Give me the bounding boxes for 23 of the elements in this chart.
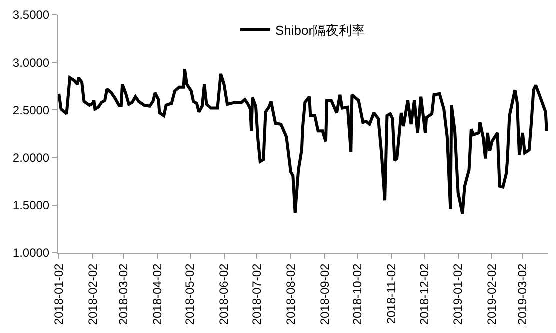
x-tick-label: 2018-12-02 (417, 263, 432, 326)
x-tick-label: 2018-05-02 (183, 263, 198, 326)
x-tick-label: 2019-03-02 (516, 263, 530, 326)
x-tick-label: 2019-01-02 (451, 263, 466, 326)
x-tick-label: 2018-02-02 (86, 263, 100, 326)
x-tick-label: 2019-02-02 (485, 263, 500, 326)
x-tick-label: 2018-10-02 (350, 263, 365, 326)
x-tick-label: 2018-11-02 (384, 263, 398, 324)
x-tick-label: 2018-08-02 (284, 263, 298, 326)
legend-label: Shibor隔夜利率 (276, 23, 366, 38)
y-tick-label: 2.5000 (12, 103, 50, 118)
x-tick-label: 2018-07-02 (250, 263, 264, 326)
x-tick-label: 2018-09-02 (318, 263, 332, 326)
x-tick-label: 2018-03-02 (116, 263, 131, 326)
y-tick-label: 2.0000 (12, 151, 50, 165)
y-tick-label: 3.0000 (12, 56, 50, 70)
y-tick-label: 1.5000 (12, 198, 50, 213)
x-tick-label: 2018-01-02 (52, 263, 66, 326)
x-tick-label: 2018-04-02 (150, 263, 164, 326)
x-tick-label: 2018-06-02 (217, 263, 232, 326)
line-series (58, 68, 548, 216)
y-tick-label: 1.0000 (12, 246, 50, 260)
y-tick-label: 3.5000 (12, 8, 50, 22)
